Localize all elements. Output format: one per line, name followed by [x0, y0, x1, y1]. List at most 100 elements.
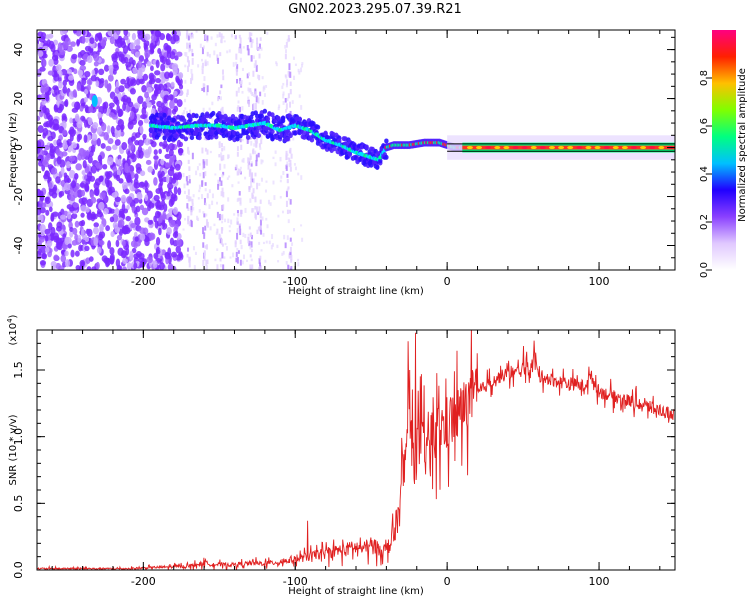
noise-mark [166, 191, 171, 197]
noise-mark [220, 39, 223, 43]
noise-mark [279, 195, 282, 199]
noise-mark [145, 159, 152, 166]
noise-mark [193, 265, 196, 270]
noise-mark [262, 241, 265, 245]
ridge-mark [159, 116, 164, 122]
noise-mark [286, 38, 289, 43]
noise-mark [203, 254, 206, 261]
noise-mark [171, 177, 177, 184]
noise-mark [112, 166, 118, 173]
noise-mark [202, 259, 205, 266]
noise-mark [250, 177, 253, 183]
noise-mark [79, 65, 87, 71]
noise-mark [197, 197, 200, 200]
noise-mark [109, 247, 115, 255]
noise-mark [218, 32, 221, 38]
noise-mark [51, 264, 56, 270]
noise-mark [164, 71, 170, 80]
noise-mark [259, 225, 262, 230]
noise-mark [39, 224, 46, 233]
noise-mark [249, 136, 252, 140]
noise-mark [293, 163, 296, 166]
colorbar-tick-label: 0.0 [699, 262, 710, 278]
ridge-mark [238, 133, 243, 139]
noise-mark [177, 147, 184, 154]
noise-mark [202, 227, 205, 235]
ridge-mark [265, 116, 271, 122]
noise-mark [168, 264, 174, 270]
noise-mark [51, 167, 58, 175]
noise-mark [118, 85, 125, 93]
noise-mark [271, 243, 274, 247]
y-scale-exponent: 4 [6, 318, 14, 323]
noise-mark [254, 93, 257, 98]
noise-mark [256, 74, 259, 79]
noise-mark [178, 83, 184, 90]
noise-mark [235, 90, 238, 97]
noise-mark [220, 238, 223, 245]
noise-mark [234, 35, 237, 40]
noise-mark [166, 33, 172, 42]
noise-mark [131, 205, 136, 212]
noise-mark [252, 188, 255, 194]
noise-mark [187, 189, 190, 195]
noise-mark [105, 225, 110, 232]
noise-mark [222, 191, 225, 198]
noise-mark [203, 87, 206, 93]
noise-mark [69, 187, 74, 195]
noise-mark [249, 168, 252, 175]
noise-mark [221, 174, 224, 178]
noise-mark [236, 232, 239, 240]
noise-mark [239, 197, 242, 205]
noise-mark [37, 115, 41, 122]
noise-mark [219, 163, 222, 171]
ridge-mark [375, 164, 380, 170]
noise-mark [222, 204, 225, 210]
noise-mark [287, 219, 290, 224]
noise-mark [254, 102, 257, 110]
noise-mark [122, 266, 127, 270]
noise-mark [139, 125, 144, 134]
noise-mark [232, 62, 235, 67]
noise-mark [270, 244, 273, 250]
noise-mark [236, 146, 239, 152]
noise-mark [80, 205, 87, 212]
noise-mark [168, 148, 174, 157]
noise-mark [189, 196, 192, 202]
noise-mark [211, 101, 214, 106]
noise-mark [71, 53, 78, 60]
noise-mark [172, 66, 178, 76]
noise-mark [234, 241, 237, 248]
noise-mark [37, 201, 40, 208]
noise-mark [228, 230, 231, 233]
noise-mark [239, 166, 242, 169]
noise-mark [107, 74, 114, 82]
noise-mark [202, 211, 205, 214]
noise-mark [228, 225, 231, 228]
noise-mark [252, 208, 255, 213]
noise-mark [197, 115, 200, 121]
spectrogram-field [37, 30, 675, 270]
noise-mark [155, 236, 161, 246]
noise-mark [182, 173, 185, 178]
noise-mark [100, 142, 106, 149]
noise-mark [130, 223, 136, 229]
noise-mark [220, 33, 223, 37]
noise-mark [42, 127, 49, 137]
noise-mark [240, 144, 243, 150]
ridge-mark [649, 146, 656, 150]
noise-mark [177, 72, 184, 79]
noise-mark [240, 48, 243, 54]
noise-mark [71, 212, 78, 220]
noise-mark [40, 93, 47, 102]
noise-mark [75, 30, 82, 37]
noise-mark [219, 90, 222, 95]
noise-mark [161, 199, 166, 207]
noise-mark [250, 32, 253, 37]
noise-mark [239, 80, 242, 85]
noise-mark [188, 221, 191, 227]
noise-mark [289, 81, 292, 86]
noise-mark [144, 49, 151, 59]
noise-mark [265, 240, 268, 244]
